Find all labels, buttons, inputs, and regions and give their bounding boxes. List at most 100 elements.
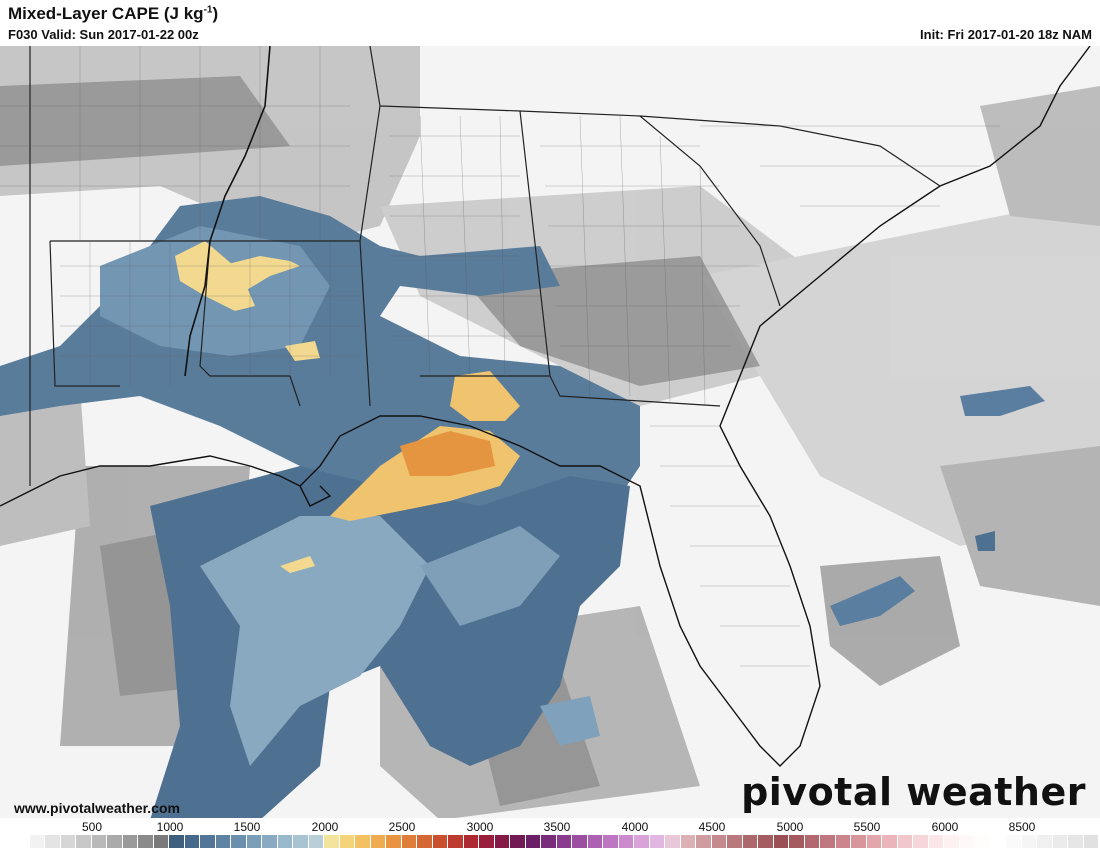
map-canvas <box>0 46 1100 820</box>
colorbar-swatch <box>60 835 76 848</box>
colorbar-swatch <box>665 835 681 848</box>
title-close: ) <box>212 4 219 23</box>
colorbar-swatch <box>975 835 991 848</box>
colorbar-swatch <box>277 835 293 848</box>
colorbar-swatch <box>339 835 355 848</box>
high-cape-shading <box>175 241 520 573</box>
colorbar-swatch <box>200 835 216 848</box>
colorbar-swatches <box>14 835 1099 848</box>
colorbar-swatch <box>820 835 836 848</box>
colorbar-swatch <box>1006 835 1022 848</box>
colorbar-label: 5500 <box>853 820 881 834</box>
colorbar-swatch <box>370 835 386 848</box>
colorbar-swatch <box>959 835 975 848</box>
colorbar-swatch <box>649 835 665 848</box>
colorbar-swatch <box>618 835 634 848</box>
colorbar-label: 3500 <box>543 820 571 834</box>
colorbar-swatch <box>386 835 402 848</box>
colorbar-swatch <box>76 835 92 848</box>
colorbar-swatch <box>262 835 278 848</box>
colorbar-swatch <box>432 835 448 848</box>
title-text: Mixed-Layer CAPE (J kg <box>8 4 204 23</box>
colorbar-swatch <box>944 835 960 848</box>
colorbar-swatch <box>789 835 805 848</box>
colorbar-label: 5000 <box>776 820 804 834</box>
colorbar-swatch <box>479 835 495 848</box>
map-header: Mixed-Layer CAPE (J kg-1) F030 Valid: Su… <box>0 0 1100 46</box>
colorbar-swatch <box>525 835 541 848</box>
colorbar-swatch <box>1052 835 1068 848</box>
colorbar-swatch <box>510 835 526 848</box>
colorbar-label: 6000 <box>931 820 959 834</box>
colorbar-swatch <box>866 835 882 848</box>
colorbar-label: 2500 <box>388 820 416 834</box>
colorbar-swatch <box>138 835 154 848</box>
colorbar-swatch <box>804 835 820 848</box>
colorbar-swatch <box>494 835 510 848</box>
init-time: Init: Fri 2017-01-20 18z NAM <box>920 27 1092 42</box>
colorbar-swatch <box>231 835 247 848</box>
colorbar-swatch <box>851 835 867 848</box>
colorbar-swatch <box>153 835 169 848</box>
colorbar-label: 4000 <box>621 820 649 834</box>
colorbar-swatch <box>324 835 340 848</box>
colorbar-swatch <box>246 835 262 848</box>
colorbar-swatch <box>882 835 898 848</box>
colorbar-swatch <box>463 835 479 848</box>
colorbar-swatch <box>1021 835 1037 848</box>
land-outline <box>0 46 1091 767</box>
colorbar-swatch <box>587 835 603 848</box>
colorbar-swatch <box>169 835 185 848</box>
colorbar-swatch <box>1068 835 1084 848</box>
colorbar-swatch <box>572 835 588 848</box>
colorbar-swatch <box>773 835 789 848</box>
colorbar-label: 2000 <box>311 820 339 834</box>
colorbar-swatch <box>913 835 929 848</box>
colorbar-label: 8500 <box>1008 820 1036 834</box>
blue-cape-shading <box>0 196 1045 820</box>
colorbar-swatch <box>355 835 371 848</box>
colorbar-swatch <box>897 835 913 848</box>
colorbar-swatch <box>711 835 727 848</box>
title-superscript: -1 <box>203 4 213 16</box>
colorbar-swatch <box>696 835 712 848</box>
website-url: www.pivotalweather.com <box>14 800 180 816</box>
map-title: Mixed-Layer CAPE (J kg-1) <box>8 4 218 24</box>
colorbar-swatch <box>215 835 231 848</box>
colorbar-swatch <box>758 835 774 848</box>
colorbar-label: 500 <box>81 820 103 834</box>
colorbar-label: 4500 <box>698 820 726 834</box>
colorbar-swatch <box>1083 835 1099 848</box>
colorbar-label: 1000 <box>156 820 184 834</box>
colorbar-swatch <box>417 835 433 848</box>
colorbar-swatch <box>634 835 650 848</box>
colorbar-swatch <box>556 835 572 848</box>
brand-logo: pivotal weather <box>741 770 1086 814</box>
county-lines <box>0 46 1000 667</box>
colorbar-swatch <box>990 835 1006 848</box>
colorbar-swatch <box>293 835 309 848</box>
colorbar-swatch <box>401 835 417 848</box>
valid-time: F030 Valid: Sun 2017-01-22 00z <box>8 27 199 42</box>
colorbar-swatch <box>45 835 61 848</box>
colorbar-swatch <box>727 835 743 848</box>
colorbar-labels: 500 1000 1500 2000 2500 3000 3500 4000 4… <box>0 820 1100 834</box>
colorbar-label: 1500 <box>233 820 261 834</box>
colorbar-swatch <box>14 835 30 848</box>
colorbar-swatch <box>29 835 45 848</box>
colorbar-swatch <box>742 835 758 848</box>
colorbar-swatch <box>835 835 851 848</box>
colorbar-swatch <box>122 835 138 848</box>
colorbar: 500 1000 1500 2000 2500 3000 3500 4000 4… <box>0 818 1100 850</box>
colorbar-swatch <box>308 835 324 848</box>
colorbar-swatch <box>928 835 944 848</box>
colorbar-label: 3000 <box>466 820 494 834</box>
colorbar-swatch <box>91 835 107 848</box>
colorbar-swatch <box>541 835 557 848</box>
colorbar-swatch <box>1037 835 1053 848</box>
colorbar-swatch <box>184 835 200 848</box>
mississippi-river <box>184 46 271 377</box>
colorbar-swatch <box>680 835 696 848</box>
colorbar-swatch <box>448 835 464 848</box>
colorbar-swatch <box>107 835 123 848</box>
